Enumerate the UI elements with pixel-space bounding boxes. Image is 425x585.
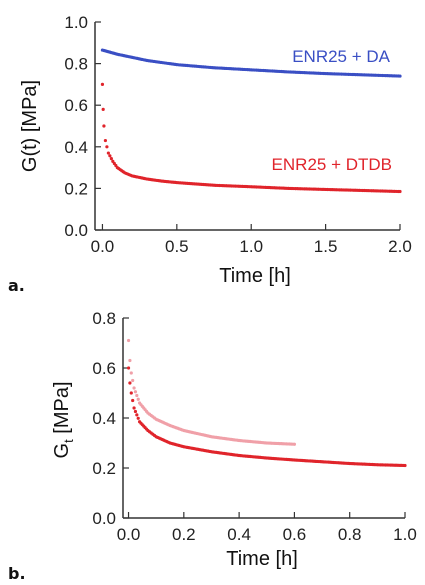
panel-b-series-0-point <box>292 442 297 446</box>
panel-b-series-1-point <box>128 381 132 385</box>
panel-a-xtick-label: 1.5 <box>314 237 338 256</box>
panel-a-label: a. <box>8 276 25 295</box>
panel-b-label: b. <box>8 564 26 583</box>
panel-a-series-1-point <box>102 124 106 128</box>
panel-b-series-0-point <box>132 386 136 390</box>
panel-a-series-1-point <box>108 154 112 158</box>
panel-a-series-1-point <box>103 138 108 143</box>
panel-b-series-1-point <box>131 398 135 403</box>
panel-a-series-1-point <box>105 145 109 149</box>
panel-b-xtick-label: 0.6 <box>283 525 307 544</box>
panel-a-xtick-label: 2.0 <box>388 237 412 256</box>
panel-b-series-0-point <box>133 390 138 394</box>
panel-b-xtick-label: 0.0 <box>117 525 141 544</box>
panel-b: 0.0 0.2 0.4 0.6 0.8 0.0 0.2 0.4 0.6 0.8 1.0 Time … <box>8 309 417 583</box>
panel-b-series-1-point <box>132 406 136 410</box>
panel-a-series-1-point <box>109 156 113 161</box>
panel-b-series-1-point <box>135 413 139 417</box>
panel-b-ytick-label: 0.4 <box>92 409 116 428</box>
panel-a-series-1-point <box>101 107 105 111</box>
panel-b-series-0-point <box>128 358 132 363</box>
panel-b-series-0-point <box>129 371 133 375</box>
panel-a-xtick-label: 0.0 <box>91 237 115 256</box>
panel-b-series-1-point <box>129 391 133 395</box>
panel-a-series-1-point <box>398 189 402 194</box>
panel-b-xtick-label: 0.4 <box>227 525 251 544</box>
panel-b-xtick-label: 0.8 <box>338 525 362 544</box>
panel-a-series-0-point <box>398 74 402 78</box>
panel-b-series-0-point <box>135 393 139 398</box>
panel-b-series-0-point <box>126 338 131 343</box>
panel-a-ytick-label: 1.0 <box>64 13 88 32</box>
panel-b-ytick-label: 0.2 <box>92 459 116 478</box>
panel-a-series-label-dtdb: ENR25 + DTDB <box>272 155 392 174</box>
panel-a-ytick-label: 0.4 <box>64 138 88 157</box>
panel-b-ytick-label: 0.0 <box>92 509 116 528</box>
panel-a-series-1-point <box>100 82 105 86</box>
panel-b-series-0-point <box>136 397 140 401</box>
panel-b-series-1-point <box>403 463 407 468</box>
panel-a-series-1-point <box>106 151 110 155</box>
panel-a-xtick-label: 0.5 <box>165 237 189 256</box>
panel-a: 0.0 0.2 0.4 0.6 0.8 1.0 0.0 0.5 1.0 1.5 2.0 ENR25… <box>8 13 412 295</box>
panel-b-xtick-label: 0.2 <box>172 525 196 544</box>
panel-a-xtick-label: 1.0 <box>239 237 263 256</box>
panel-a-ytick-label: 0.8 <box>64 55 88 74</box>
panel-a-ytick-label: 0.6 <box>64 96 88 115</box>
panel-b-series-1-point <box>136 416 140 420</box>
panel-b-series-1-point <box>133 409 138 414</box>
panel-b-series-1-point <box>126 366 131 370</box>
panel-b-x-axis-title: Time [h] <box>226 548 298 570</box>
panel-b-ytick-label: 0.8 <box>92 309 116 328</box>
panel-a-ytick-label: 0.0 <box>64 221 88 240</box>
panel-b-xtick-label: 1.0 <box>393 525 417 544</box>
panel-b-y-axis-title: Gt [MPa] <box>51 382 76 459</box>
panel-a-y-axis-title: G(t) [MPa] <box>19 80 41 172</box>
panel-a-x-axis-title: Time [h] <box>219 265 291 287</box>
panel-a-series-label-da: ENR25 + DA <box>292 47 390 66</box>
panel-b-series-0-point <box>131 378 135 383</box>
panel-a-ytick-label: 0.2 <box>64 179 88 198</box>
panel-b-ytick-label: 0.6 <box>92 359 116 378</box>
